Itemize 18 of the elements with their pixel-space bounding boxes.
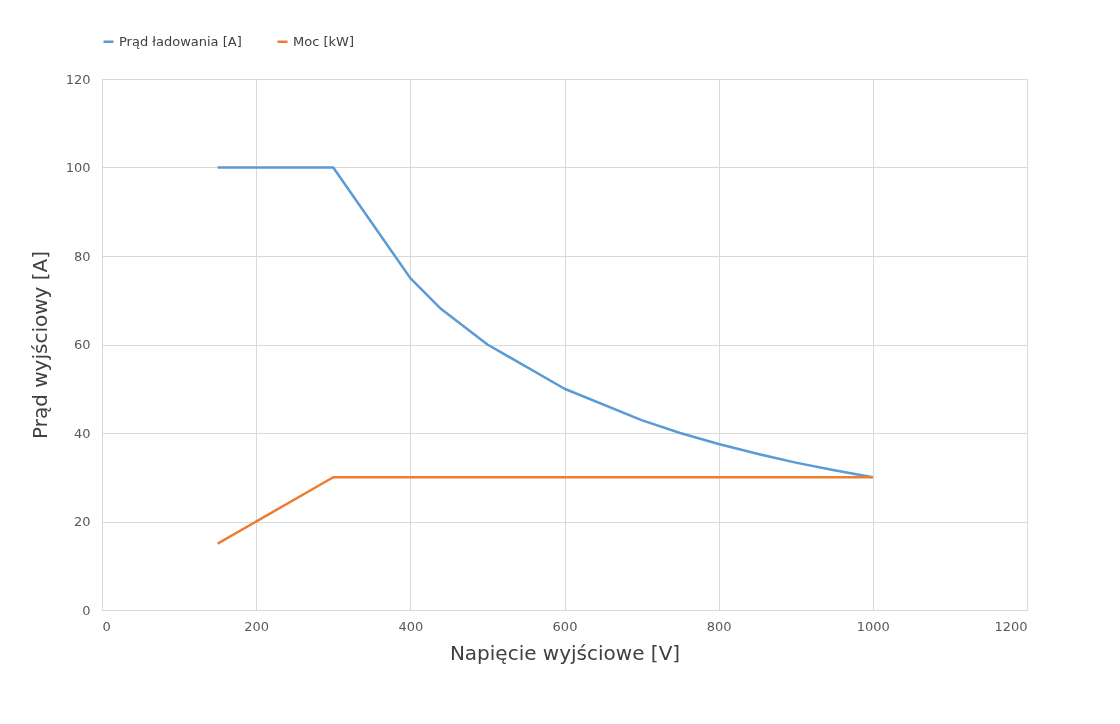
y-axis-title: Prąd wyjściowy [A]: [27, 250, 52, 440]
y-tick-label: 80: [73, 248, 91, 264]
y-tick-label: 20: [73, 514, 91, 529]
x-tick-label: 1000: [856, 618, 890, 634]
y-tick-label: 120: [65, 71, 91, 87]
y-tick-label: 40: [73, 425, 91, 441]
x-tick-label: 200: [244, 618, 270, 634]
x-tick-label: 600: [552, 618, 578, 634]
y-tick-label: 60: [73, 337, 91, 352]
x-axis-title: Napięcie wyjściowe [V]: [449, 640, 681, 665]
legend-label: Moc [kW]: [293, 33, 354, 49]
x-tick-label: 1200: [994, 618, 1028, 634]
x-tick-label: 400: [398, 618, 424, 634]
x-tick-label: 0: [102, 618, 111, 634]
x-tick-label: 800: [706, 618, 732, 634]
y-tick-label: 100: [65, 160, 91, 175]
legend-label: Prąd ładowania [A]: [119, 33, 242, 49]
y-tick-label: 0: [82, 602, 91, 618]
